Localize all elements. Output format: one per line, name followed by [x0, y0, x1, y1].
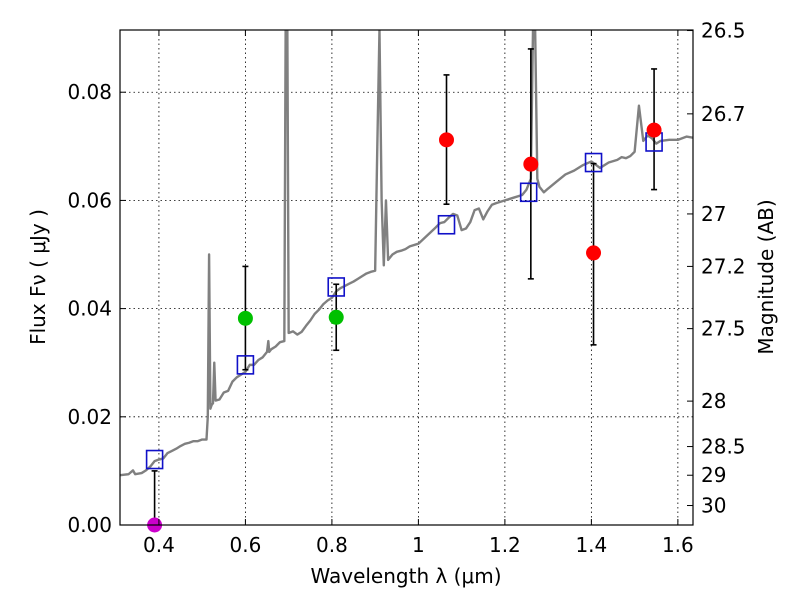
y-tick-label: 0.08 — [67, 80, 112, 104]
observed-flux-point — [646, 122, 662, 138]
right-tick-label: 27.2 — [701, 254, 746, 278]
x-axis-label: Wavelength λ (μm) — [310, 564, 501, 588]
model-flux-square — [145, 449, 164, 470]
y-axis-label-left: Flux Fν ( μJy ) — [26, 209, 50, 345]
model-flux-square — [327, 277, 346, 297]
right-tick-label: 29 — [701, 463, 726, 487]
model-flux-square — [236, 355, 255, 375]
y-tick-label: 0.06 — [67, 188, 112, 212]
data-marks — [120, 30, 693, 477]
observed-flux-point — [586, 245, 602, 261]
plot-frame — [119, 29, 694, 526]
right-tick-label: 27.5 — [701, 317, 746, 341]
data-points — [145, 122, 663, 533]
right-tick-label: 30 — [701, 494, 726, 518]
plot-background — [120, 30, 693, 525]
observed-flux-point — [237, 310, 253, 326]
x-tick-label: 1.2 — [489, 533, 521, 557]
model-flux-square — [437, 214, 456, 235]
right-tick-label: 28.5 — [701, 435, 746, 459]
right-tick-label: 26.5 — [701, 19, 746, 43]
x-axis-ticks: 0.4 0.6 0.8 1 1.2 1.4 1.6 — [143, 30, 694, 557]
x-tick-label: 0.6 — [230, 533, 262, 557]
x-tick-label: 0.4 — [143, 533, 175, 557]
y-axis-ticks: 0.00 0.02 0.04 0.06 0.08 — [67, 80, 126, 537]
y-tick-label: 0.00 — [67, 513, 112, 537]
observed-flux-point — [523, 156, 539, 172]
x-tick-label: 1.4 — [575, 533, 607, 557]
y-tick-label: 0.02 — [67, 405, 112, 429]
model-flux-square — [519, 182, 538, 203]
right-tick-label: 26.7 — [701, 102, 746, 126]
y-axis-label-right: Magnitude (AB) — [754, 199, 778, 354]
observed-flux-point — [328, 309, 344, 325]
x-tick-label: 1.6 — [662, 533, 694, 557]
plot-area — [120, 30, 693, 477]
model-flux-square — [584, 152, 603, 173]
right-tick-label: 28 — [701, 389, 726, 413]
right-axis-ticks: 26.5 26.7 27 27.2 27.5 28 28.5 29 30 — [687, 19, 746, 518]
x-tick-label: 1 — [412, 533, 425, 557]
right-tick-label: 27 — [701, 202, 726, 226]
observed-flux-point — [439, 132, 455, 148]
spectrum-line — [120, 30, 693, 477]
x-tick-label: 0.8 — [316, 533, 348, 557]
y-tick-label: 0.04 — [67, 297, 112, 321]
